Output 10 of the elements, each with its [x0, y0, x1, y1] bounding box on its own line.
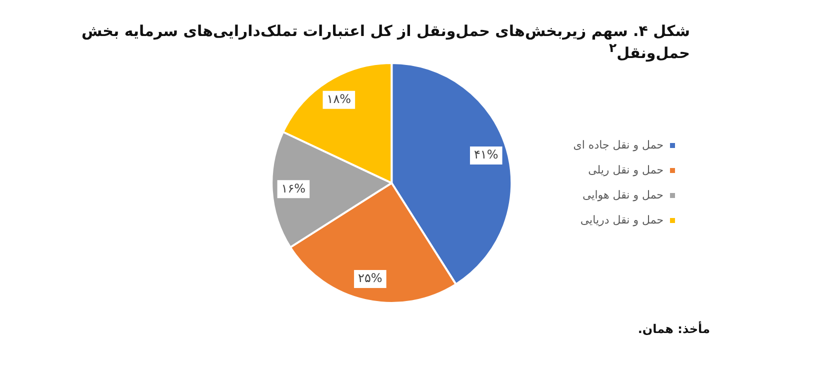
- legend-label: حمل و نقل جاده ای: [573, 138, 664, 152]
- data-label: ۱۸%: [326, 92, 352, 106]
- data-label: ۴۱%: [474, 148, 498, 162]
- legend-label: حمل و نقل دریایی: [580, 213, 664, 226]
- data-label: ۱۶%: [281, 181, 306, 196]
- legend-label: حمل و نقل هوایی: [582, 188, 664, 202]
- text: مأخذ: همان.: [636, 322, 710, 336]
- legend-label: حمل و نقل ریلی: [588, 163, 664, 176]
- data-label: ۲۵%: [358, 271, 382, 286]
- chart-title: شکل ۴. سهم زیربخش‌های حمل‌ونقل از کل اعتبارات تملک‌دارایی‌های سرمایه بخش حمل‌ونقل$^{۲}$: [80, 22, 690, 62]
